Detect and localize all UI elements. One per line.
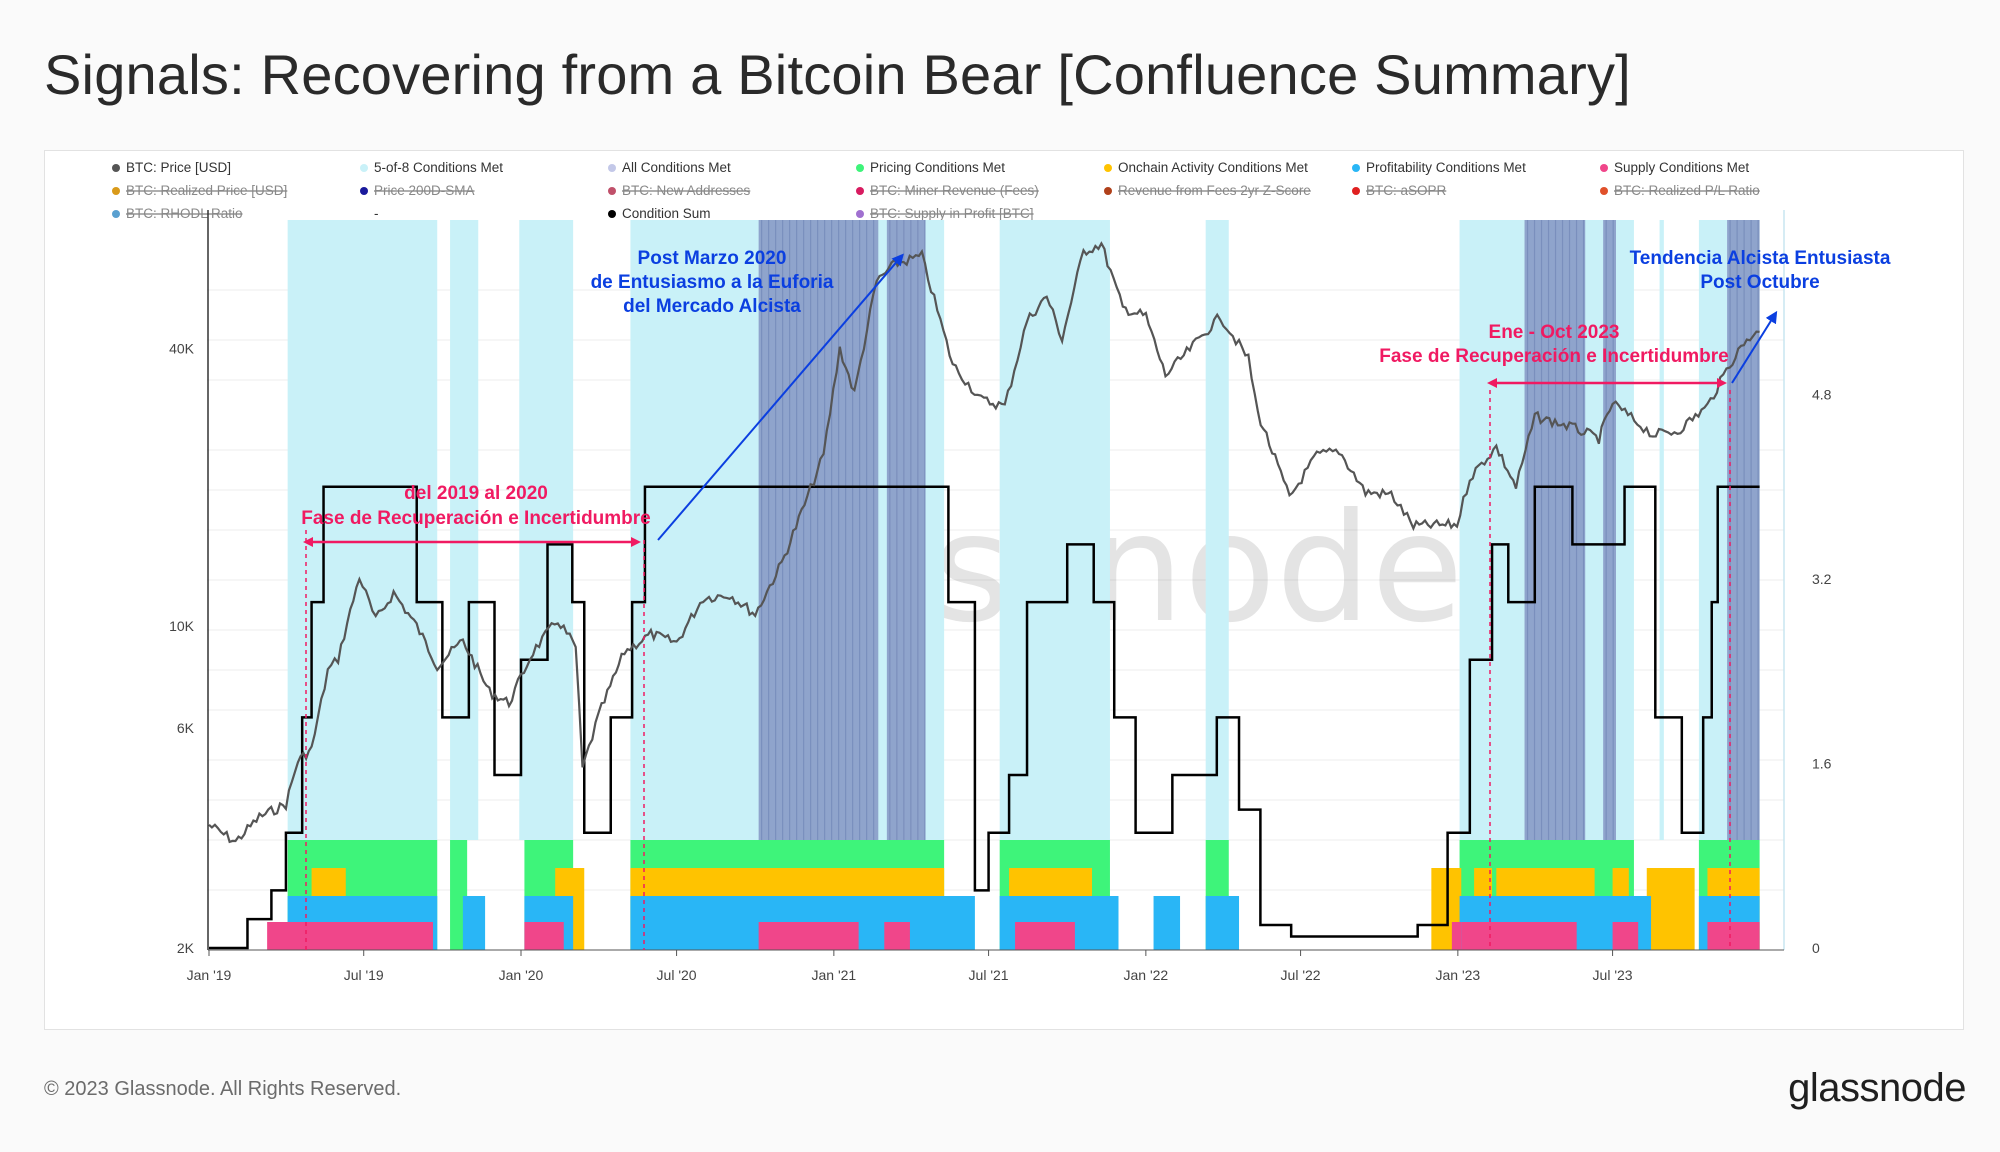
annotations: del 2019 al 2020 Fase de Recuperación e … bbox=[301, 248, 1891, 950]
supply-band bbox=[884, 922, 910, 950]
supply-band bbox=[1015, 922, 1075, 950]
legend-item[interactable]: Price 200D-SMA bbox=[374, 183, 475, 198]
supply-band bbox=[758, 922, 859, 950]
y-right-tick-label: 3.2 bbox=[1812, 571, 1832, 587]
legend-item[interactable]: Condition Sum bbox=[622, 206, 711, 221]
legend-marker[interactable] bbox=[608, 164, 616, 172]
legend-item[interactable]: BTC: RHODL Ratio bbox=[126, 206, 243, 221]
legend: BTC: Price [USD] 5-of-8 Conditions Met All… bbox=[112, 160, 1760, 221]
x-tick-label: Jul '23 bbox=[1593, 967, 1633, 983]
condition-sum-line bbox=[209, 485, 1760, 950]
legend-item[interactable]: BTC: Miner Revenue (Fees) bbox=[870, 183, 1039, 198]
legend-item[interactable]: Profitability Conditions Met bbox=[1366, 160, 1526, 175]
profit-band bbox=[1153, 896, 1181, 950]
five-band bbox=[999, 220, 1110, 840]
legend-item[interactable]: BTC: Realized P/L Ratio bbox=[1614, 183, 1760, 198]
annotation-label: Tendencia Alcista Entusiasta bbox=[1630, 248, 1891, 269]
legend-item[interactable]: Pricing Conditions Met bbox=[870, 160, 1005, 175]
supply-band bbox=[1707, 922, 1760, 950]
supply-band bbox=[267, 922, 433, 950]
annotation-label: Post Octubre bbox=[1700, 272, 1819, 293]
supply-band bbox=[1612, 922, 1639, 950]
all-band bbox=[1727, 220, 1760, 840]
legend-item[interactable]: BTC: Realized Price [USD] bbox=[126, 183, 287, 198]
profit-band bbox=[462, 896, 486, 950]
legend-marker[interactable] bbox=[1352, 164, 1360, 172]
supply-band bbox=[1451, 922, 1462, 950]
x-tick-label: Jan '19 bbox=[187, 967, 232, 983]
y-left-tick-label: 6K bbox=[177, 720, 195, 736]
axes: 2K 6K 10K 40K 0 1.6 3.2 4.8 Jan '19 Jul '19 Jan '2… bbox=[169, 210, 1832, 983]
annotation-label: del Mercado Alcista bbox=[623, 296, 801, 317]
legend-marker[interactable] bbox=[608, 187, 616, 195]
annotation-label: Post Marzo 2020 bbox=[638, 248, 787, 269]
legend-marker[interactable] bbox=[1104, 164, 1112, 172]
legend-item[interactable]: Revenue from Fees 2yr Z-Score bbox=[1118, 183, 1311, 198]
all-band bbox=[1603, 220, 1616, 840]
chart: BTC: Price [USD] 5-of-8 Conditions Met All… bbox=[112, 160, 1891, 983]
legend-item[interactable]: BTC: Supply in Profit [BTC] bbox=[870, 206, 1034, 221]
page-title: Signals: Recovering from a Bitcoin Bear … bbox=[44, 43, 1631, 106]
legend-item[interactable]: - bbox=[374, 206, 379, 221]
legend-marker[interactable] bbox=[112, 210, 120, 218]
legend-item[interactable]: 5-of-8 Conditions Met bbox=[374, 160, 503, 175]
legend-item[interactable]: All Conditions Met bbox=[622, 160, 731, 175]
copyright: © 2023 Glassnode. All Rights Reserved. bbox=[44, 1078, 402, 1100]
supply-band bbox=[524, 922, 564, 950]
y-left-tick-label: 2K bbox=[177, 940, 195, 956]
legend-item[interactable]: BTC: New Addresses bbox=[622, 183, 751, 198]
legend-marker[interactable] bbox=[856, 210, 864, 218]
legend-item[interactable]: BTC: aSOPR bbox=[1366, 183, 1447, 198]
supply-bands bbox=[267, 922, 1760, 950]
x-tick-label: Jul '21 bbox=[969, 967, 1009, 983]
legend-marker[interactable] bbox=[856, 164, 864, 172]
legend-marker[interactable] bbox=[1104, 187, 1112, 195]
legend-marker[interactable] bbox=[608, 210, 616, 218]
x-tick-label: Jul '22 bbox=[1281, 967, 1321, 983]
x-tick-label: Jan '23 bbox=[1435, 967, 1480, 983]
legend-item[interactable]: Onchain Activity Conditions Met bbox=[1118, 160, 1308, 175]
five-band bbox=[1205, 220, 1229, 840]
y-right-tick-label: 0 bbox=[1812, 940, 1820, 956]
five-band bbox=[519, 220, 574, 840]
y-right-tick-label: 1.6 bbox=[1812, 756, 1832, 772]
annotation-label: de Entusiasmo a la Euforia bbox=[591, 272, 834, 293]
annotation-label: del 2019 al 2020 bbox=[404, 483, 548, 504]
glassnode-logo: glassnode bbox=[1788, 1066, 1966, 1110]
all-conditions-bands bbox=[758, 220, 1760, 840]
x-tick-label: Jul '20 bbox=[657, 967, 697, 983]
y-left-tick-label: 10K bbox=[169, 618, 195, 634]
all-band bbox=[886, 220, 926, 840]
annotation-label: Fase de Recuperación e Incertidumbre bbox=[301, 508, 651, 529]
onchain-band bbox=[1646, 868, 1695, 950]
supply-band bbox=[1461, 922, 1577, 950]
legend-marker[interactable] bbox=[112, 187, 120, 195]
legend-marker[interactable] bbox=[360, 187, 368, 195]
trend-arrow bbox=[657, 253, 904, 541]
profit-band bbox=[1205, 896, 1240, 950]
legend-marker[interactable] bbox=[1600, 187, 1608, 195]
y-right-tick-label: 4.8 bbox=[1812, 387, 1832, 403]
five-band bbox=[450, 220, 479, 840]
legend-marker[interactable] bbox=[112, 164, 120, 172]
legend-item[interactable]: Supply Conditions Met bbox=[1614, 160, 1749, 175]
all-band bbox=[758, 220, 879, 840]
trend-arrow bbox=[1731, 310, 1778, 384]
legend-marker[interactable] bbox=[360, 164, 368, 172]
x-tick-label: Jan '21 bbox=[811, 967, 856, 983]
five-band bbox=[1659, 220, 1664, 840]
x-tick-label: Jan '20 bbox=[499, 967, 544, 983]
x-tick-label: Jan '22 bbox=[1123, 967, 1168, 983]
y-left-tick-label: 40K bbox=[169, 341, 195, 357]
annotation-label: Fase de Recuperación e Incertidumbre bbox=[1379, 346, 1729, 367]
annotation-label: Ene - Oct 2023 bbox=[1489, 322, 1620, 343]
legend-item[interactable]: BTC: Price [USD] bbox=[126, 160, 231, 175]
legend-marker[interactable] bbox=[1352, 187, 1360, 195]
price-line bbox=[208, 241, 1760, 844]
five-band bbox=[287, 220, 438, 840]
legend-marker[interactable] bbox=[1600, 164, 1608, 172]
x-tick-label: Jul '19 bbox=[344, 967, 384, 983]
legend-marker[interactable] bbox=[856, 187, 864, 195]
